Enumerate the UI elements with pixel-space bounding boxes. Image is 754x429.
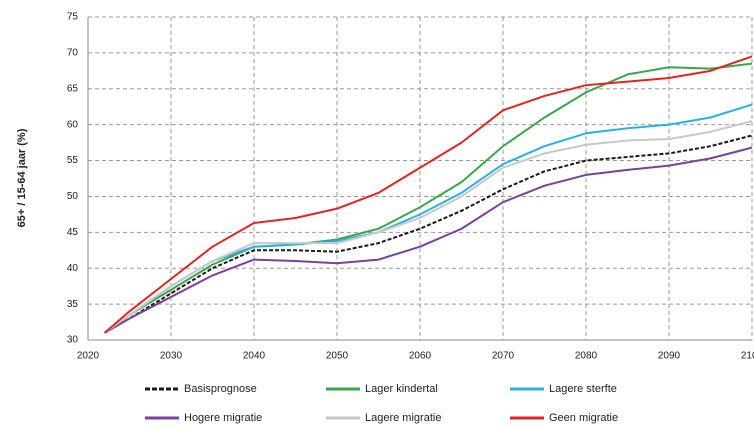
x-tick-label: 2050	[326, 351, 349, 362]
series-line	[104, 120, 753, 334]
x-tick-label: 2020	[77, 351, 100, 362]
y-tick-label: 30	[67, 335, 79, 346]
y-tick-label: 55	[67, 155, 79, 166]
x-tick-label: 2080	[575, 351, 598, 362]
x-tick-label: 2070	[492, 351, 515, 362]
legend-label: Lagere migratie	[365, 412, 441, 424]
x-tick-label: 2060	[409, 351, 432, 362]
series-line	[104, 62, 753, 334]
legend-label: Basisprognose	[184, 383, 257, 395]
y-tick-label: 75	[67, 12, 79, 23]
y-tick-label: 60	[67, 119, 79, 130]
legend-label: Lagere sterfte	[549, 383, 617, 395]
legend-label: Hogere migratie	[184, 412, 262, 424]
x-tick-label: 2030	[160, 351, 183, 362]
x-tick-label: 2100	[741, 351, 754, 362]
x-tick-label: 2040	[243, 351, 266, 362]
y-tick-label: 70	[67, 48, 79, 59]
x-tick-label: 2090	[658, 351, 681, 362]
y-tick-label: 65	[67, 83, 79, 94]
series-line	[104, 146, 753, 334]
y-tick-label: 40	[67, 263, 79, 274]
y-tick-label: 45	[67, 227, 79, 238]
series-line	[103, 55, 753, 334]
y-tick-label: 35	[67, 299, 79, 310]
legend-label: Geen migratie	[549, 412, 618, 424]
y-tick-label: 50	[67, 191, 79, 202]
legend-label: Lager kindertal	[365, 383, 438, 395]
y-axis-label: 65+ / 15-64 jaar (%)	[16, 128, 28, 227]
series-line	[104, 134, 753, 334]
